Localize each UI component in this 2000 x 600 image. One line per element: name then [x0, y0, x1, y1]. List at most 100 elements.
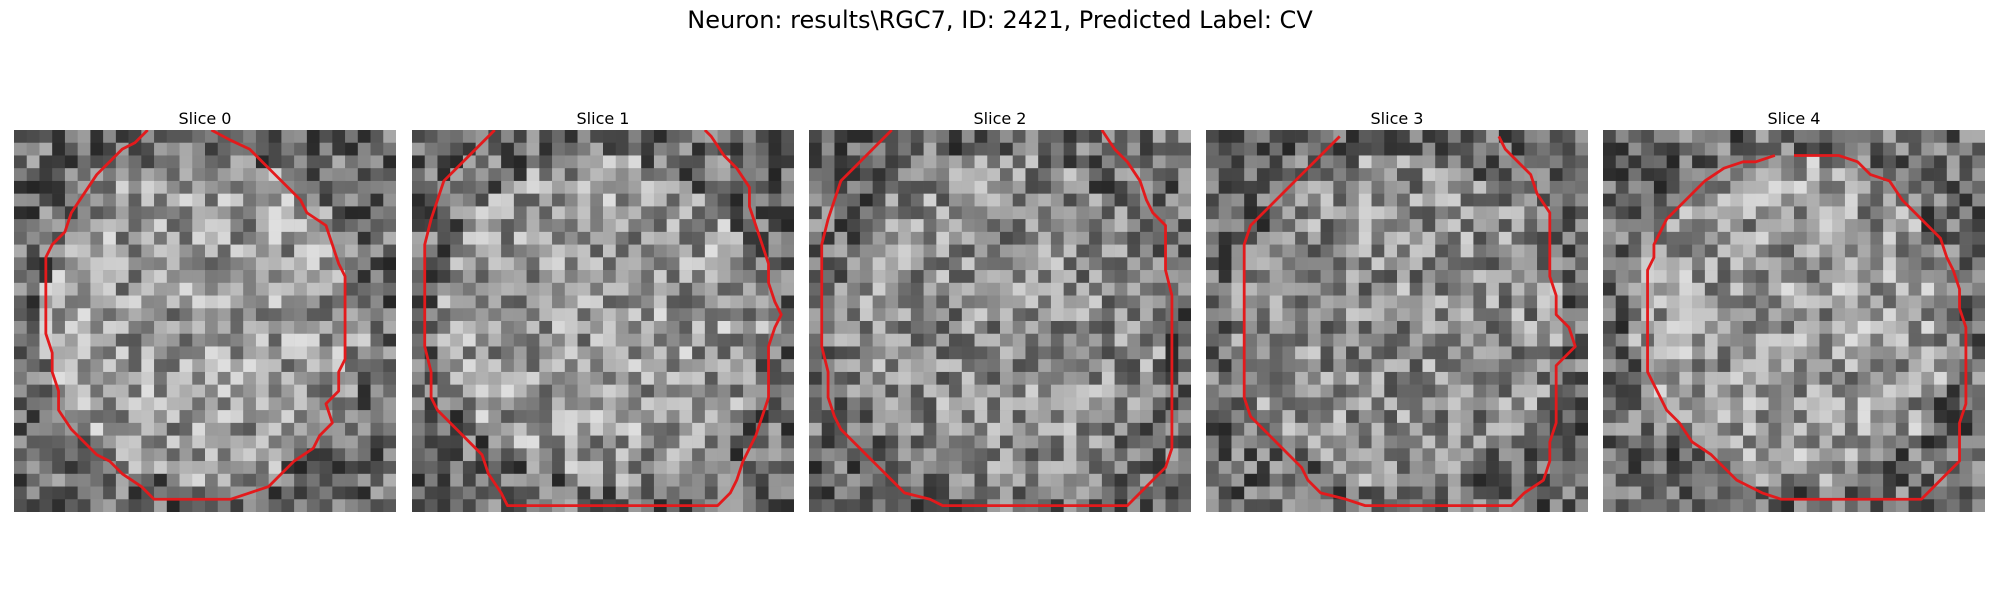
image-pixel	[475, 308, 489, 322]
image-pixel	[603, 448, 616, 462]
image-pixel	[781, 308, 794, 322]
image-pixel	[1152, 359, 1166, 373]
image-pixel	[628, 308, 642, 322]
image-pixel	[1628, 384, 1642, 398]
image-pixel	[205, 295, 218, 309]
image-pixel	[90, 180, 104, 194]
image-pixel	[412, 231, 425, 245]
image-pixel	[717, 130, 731, 143]
image-pixel	[949, 193, 963, 207]
image-pixel	[1460, 371, 1474, 385]
image-pixel	[872, 410, 886, 424]
image-pixel	[730, 486, 744, 500]
image-pixel	[1256, 257, 1270, 271]
image-pixel	[1422, 371, 1436, 385]
image-pixel	[1666, 155, 1680, 169]
image-pixel	[666, 384, 680, 398]
image-pixel	[809, 333, 822, 347]
image-pixel	[103, 130, 117, 143]
image-pixel	[475, 155, 489, 169]
image-pixel	[1409, 461, 1423, 475]
image-pixel	[1025, 473, 1039, 487]
image-pixel	[192, 486, 206, 500]
image-pixel	[641, 270, 655, 284]
image-pixel	[1050, 193, 1064, 207]
image-pixel	[717, 308, 731, 322]
image-pixel	[345, 308, 359, 322]
image-pixel	[230, 359, 244, 373]
image-pixel	[383, 193, 396, 207]
image-pixel	[128, 270, 142, 284]
image-pixel	[1883, 359, 1897, 373]
image-pixel	[1946, 257, 1960, 271]
image-pixel	[268, 155, 282, 169]
image-pixel	[653, 448, 667, 462]
image-pixel	[1206, 130, 1219, 143]
image-pixel	[64, 282, 78, 296]
image-pixel	[628, 282, 642, 296]
image-pixel	[1282, 142, 1296, 156]
image-pixel	[1244, 371, 1258, 385]
image-pixel	[1076, 168, 1090, 182]
image-pixel	[1165, 130, 1179, 143]
image-pixel	[974, 321, 988, 334]
image-pixel	[1127, 219, 1141, 233]
image-pixel	[1346, 410, 1360, 424]
image-pixel	[205, 359, 218, 373]
image-pixel	[1870, 219, 1884, 233]
image-pixel	[1883, 244, 1897, 258]
image-pixel	[1320, 295, 1334, 309]
image-pixel	[1549, 244, 1563, 258]
image-pixel	[1346, 308, 1360, 322]
image-pixel	[1384, 397, 1398, 411]
image-pixel	[26, 410, 40, 424]
image-pixel	[974, 371, 988, 385]
image-pixel	[1269, 180, 1283, 194]
image-pixel	[1615, 244, 1629, 258]
image-pixel	[383, 282, 396, 296]
image-pixel	[936, 308, 950, 322]
image-pixel	[961, 206, 975, 220]
image-pixel	[488, 168, 502, 182]
image-pixel	[281, 486, 295, 500]
image-pixel	[1972, 155, 1985, 169]
image-pixel	[847, 219, 861, 233]
image-pixel	[898, 231, 912, 245]
image-pixel	[898, 410, 912, 424]
image-pixel	[1320, 461, 1334, 475]
image-pixel	[1422, 461, 1436, 475]
image-pixel	[1883, 270, 1897, 284]
image-pixel	[1409, 193, 1423, 207]
image-pixel	[243, 155, 257, 169]
image-pixel	[539, 422, 553, 436]
image-pixel	[450, 333, 464, 347]
image-pixel	[974, 308, 988, 322]
image-pixel	[1152, 333, 1166, 347]
image-pixel	[1063, 219, 1077, 233]
image-pixel	[1692, 168, 1706, 182]
image-pixel	[1422, 168, 1436, 182]
image-pixel	[961, 308, 975, 322]
image-pixel	[1666, 346, 1680, 360]
image-pixel	[704, 193, 718, 207]
image-pixel	[141, 321, 155, 334]
image-pixel	[704, 473, 718, 487]
image-pixel	[1641, 435, 1655, 449]
image-pixel	[717, 422, 731, 436]
image-pixel	[552, 257, 566, 271]
image-pixel	[1743, 422, 1757, 436]
image-pixel	[357, 295, 371, 309]
image-pixel	[859, 499, 873, 512]
image-pixel	[205, 142, 218, 156]
image-pixel	[26, 219, 40, 233]
image-pixel	[1333, 333, 1347, 347]
image-pixel	[1114, 359, 1128, 373]
image-pixel	[1473, 142, 1487, 156]
image-pixel	[1000, 282, 1013, 296]
image-pixel	[910, 397, 924, 411]
image-pixel	[1844, 244, 1858, 258]
image-pixel	[141, 346, 155, 360]
image-pixel	[552, 346, 566, 360]
image-pixel	[1063, 346, 1077, 360]
image-pixel	[1934, 461, 1948, 475]
